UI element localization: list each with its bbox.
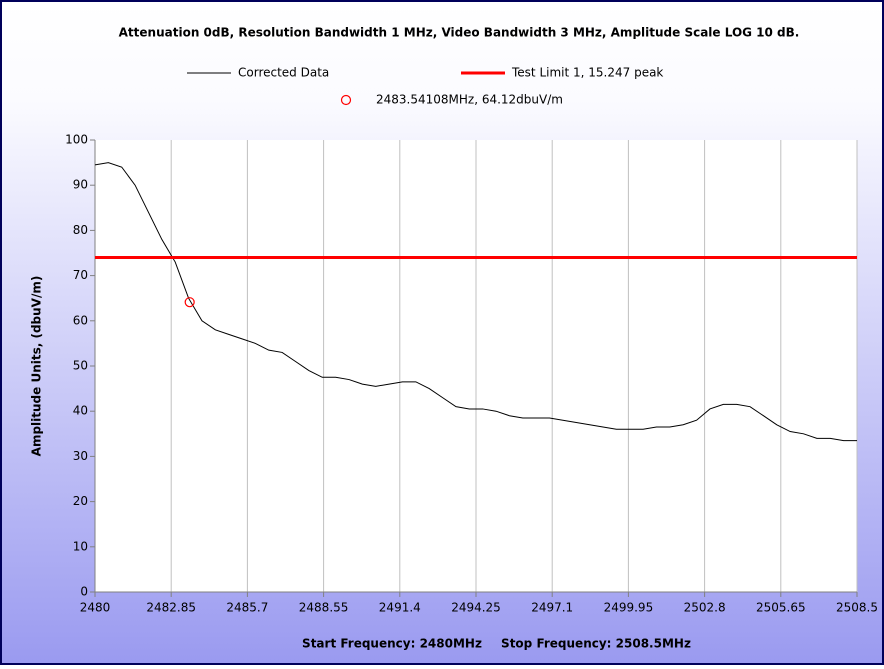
x-tick-label: 2485.7 [226,601,268,615]
y-tick-label: 70 [73,268,88,282]
x-tick-label: 2499.95 [604,601,654,615]
marker-point [184,297,195,308]
y-tick-label: 50 [73,359,88,373]
x-tick-label: 2497.1 [531,601,573,615]
y-tick-label: 30 [73,449,88,463]
start-frequency: Start Frequency: 2480MHz [302,637,482,651]
y-axis-label: Amplitude Units, (dbuV/m) [30,276,44,457]
x-tick-label: 2488.55 [299,601,349,615]
legend-label: 2483.54108MHz, 64.12dbuV/m [376,93,563,107]
y-tick-label: 80 [73,223,88,237]
x-tick-label: 2502.8 [684,601,726,615]
y-tick-label: 100 [65,133,88,147]
y-tick-label: 90 [73,178,88,192]
series-line [94,162,857,442]
legend-label: Test Limit 1, 15.247 peak [511,66,663,80]
legend-label: Corrected Data [238,66,329,80]
y-tick-label: 0 [80,585,88,599]
stop-frequency: Stop Frequency: 2508.5MHz [501,637,691,651]
x-tick-label: 2480 [80,601,111,615]
x-tick-label: 2482.85 [146,601,196,615]
y-tick-label: 40 [73,404,88,418]
legend-swatch [340,94,352,106]
x-tick-label: 2508.5 [836,601,878,615]
x-tick-label: 2494.25 [451,601,501,615]
y-tick-label: 60 [73,313,88,327]
chart-title: Attenuation 0dB, Resolution Bandwidth 1 … [119,26,800,40]
x-tick-label: 2491.4 [379,601,421,615]
y-tick-label: 10 [73,539,88,553]
x-tick-label: 2505.65 [756,601,806,615]
y-tick-label: 20 [73,494,88,508]
